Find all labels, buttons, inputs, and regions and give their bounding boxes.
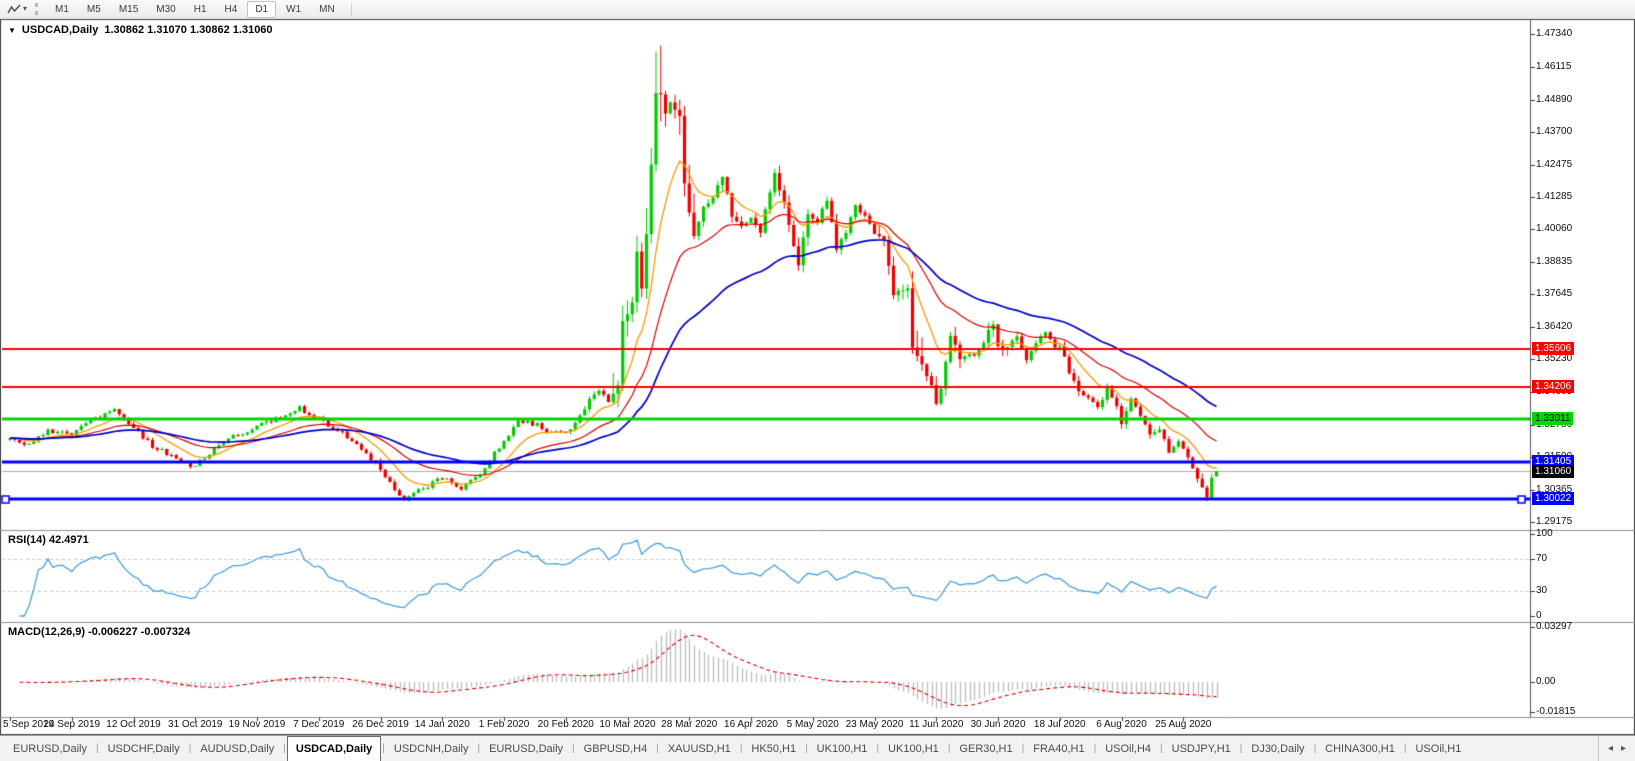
chevron-down-icon[interactable]: ▾ — [23, 4, 28, 13]
tab-separator: | — [95, 743, 99, 754]
tab-separator: | — [382, 743, 385, 754]
tab-separator: | — [477, 743, 481, 754]
symbol-period-label: USDCAD,Daily — [21, 24, 99, 36]
tab-separator: | — [1313, 743, 1317, 754]
timeframe-button-m30[interactable]: M30 — [156, 3, 176, 15]
timeframe-button-m5[interactable]: M5 — [86, 3, 101, 15]
tab-separator: | — [656, 743, 659, 754]
timeframe-button-d1[interactable]: D1 — [247, 0, 277, 18]
chart-tab-usdcnh-daily[interactable]: USDCNH,Daily — [393, 742, 469, 755]
chart-title: ▼ USDCAD,Daily 1.30862 1.31070 1.30862 1… — [8, 24, 273, 36]
tab-separator: | — [947, 743, 951, 754]
tab-separator: | — [1403, 743, 1407, 754]
timeframe-button-m1[interactable]: M1 — [55, 3, 69, 15]
tab-separator: | — [1021, 743, 1025, 754]
chart-tab-usdchf-daily[interactable]: USDCHF,Daily — [107, 742, 180, 755]
tab-scroll-arrows: ◂ ▸ — [1597, 736, 1635, 761]
chart-tab-eurusd-daily[interactable]: EURUSD,Daily — [13, 742, 87, 755]
timeframe-button-mn[interactable]: MN — [319, 3, 335, 15]
tab-separator: | — [572, 743, 575, 754]
line-tool-icon[interactable]: ▾ — [5, 3, 29, 16]
chart-tab-xauusd-h1[interactable]: XAUUSD,H1 — [667, 742, 731, 755]
chart-tab-usdjpy-h1[interactable]: USDJPY,H1 — [1171, 742, 1231, 755]
toolbar-grip — [35, 3, 39, 15]
macd-indicator-label: MACD(12,26,9) -0.006227 -0.007324 — [8, 626, 191, 638]
chart-tab-hk50-h1[interactable]: HK50,H1 — [751, 742, 797, 755]
timeframe-button-h1[interactable]: H1 — [193, 3, 207, 15]
tab-scroll-right-icon[interactable]: ▸ — [1620, 743, 1626, 754]
chart-tab-eurusd-daily[interactable]: EURUSD,Daily — [489, 742, 564, 755]
chart-tab-usdcad-daily[interactable]: USDCAD,Daily — [286, 736, 382, 761]
chart-tab-usoil-h4[interactable]: USOil,H4 — [1105, 742, 1152, 755]
tab-separator: | — [188, 743, 192, 754]
chart-tab-audusd-daily[interactable]: AUDUSD,Daily — [200, 742, 275, 755]
tab-scroll-left-icon[interactable]: ◂ — [1607, 743, 1613, 754]
chart-tab-fra40-h1[interactable]: FRA40,H1 — [1033, 742, 1085, 755]
ohlc-values: 1.30862 1.31070 1.30862 1.31060 — [104, 24, 273, 36]
toolbar-separator — [350, 2, 352, 16]
chart-tab-bar: EURUSD,Daily | USDCHF,Daily | AUDUSD,Daily | U… — [0, 735, 1635, 761]
tab-separator: | — [739, 743, 743, 754]
timeframe-button-m15[interactable]: M15 — [118, 3, 139, 15]
tab-separator: | — [805, 743, 808, 754]
timeframe-button-group: M1 M5 M15 M30 H1 H4 D1 W1 MN — [47, 0, 343, 18]
tab-separator: | — [876, 743, 880, 754]
tab-separator: | — [1239, 743, 1243, 754]
tab-separator: | — [1093, 743, 1097, 754]
chart-tab-uk100-h1[interactable]: UK100,H1 — [888, 742, 939, 755]
chart-tab-china300-h1[interactable]: CHINA300,H1 — [1325, 742, 1395, 755]
chart-tab-usoil-h1[interactable]: USOil,H1 — [1415, 742, 1462, 755]
tab-separator: | — [1160, 743, 1163, 754]
top-toolbar: ▾ M1 M5 M15 M30 H1 H4 D1 W1 MN — [0, 0, 1635, 19]
timeframe-button-h4[interactable]: H4 — [224, 3, 238, 15]
tab-separator: | — [283, 743, 286, 754]
chart-tab-ger30-h1[interactable]: GER30,H1 — [959, 742, 1013, 755]
chart-tab-uk100-h1[interactable]: UK100,H1 — [816, 742, 868, 755]
chart-tab-dj30-daily[interactable]: DJ30,Daily — [1251, 742, 1305, 755]
rsi-indicator-label: RSI(14) 42.4971 — [8, 534, 89, 546]
chart-tab-list: EURUSD,Daily | USDCHF,Daily | AUDUSD,Daily | U… — [5, 736, 1469, 761]
timeframe-button-w1[interactable]: W1 — [286, 3, 302, 15]
collapse-triangle-icon[interactable]: ▼ — [8, 25, 16, 35]
chart-tab-gbpusd-h4[interactable]: GBPUSD,H4 — [583, 742, 648, 755]
